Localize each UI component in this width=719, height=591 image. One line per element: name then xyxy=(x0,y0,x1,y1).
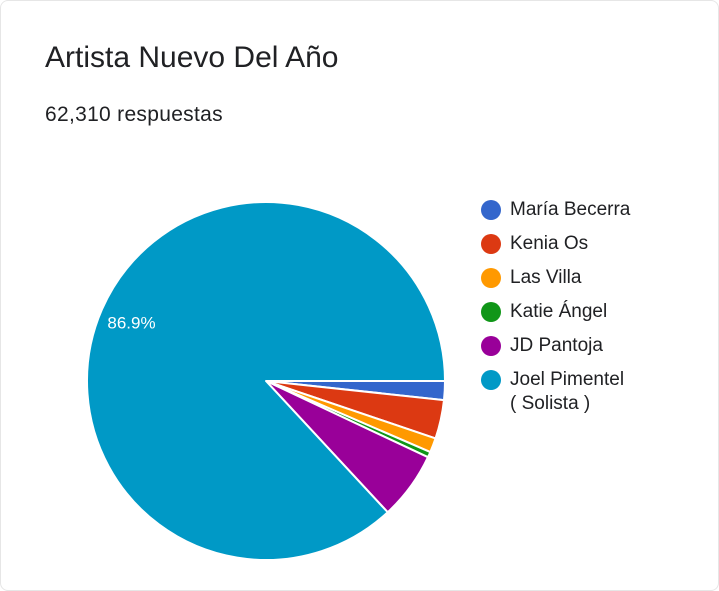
legend-label-2: Las Villa xyxy=(510,267,582,288)
legend-swatch-4 xyxy=(481,336,501,356)
legend-item-5: Joel Pimentel ( Solista ) xyxy=(481,368,711,416)
legend-swatch-2 xyxy=(481,268,501,288)
legend-item-1: Kenia Os xyxy=(481,232,711,256)
legend-swatch-1 xyxy=(481,234,501,254)
legend-swatch-5 xyxy=(481,370,501,390)
legend-item-2: Las Villa xyxy=(481,266,711,290)
legend-label-4: JD Pantoja xyxy=(510,335,603,356)
legend-swatch-0 xyxy=(481,200,501,220)
legend-label-5: Joel Pimentel ( Solista ) xyxy=(510,369,625,414)
chart-legend: María Becerra Kenia Os Las Villa Katie Ánge… xyxy=(481,198,711,426)
chart-title: Artista Nuevo Del Año xyxy=(45,41,339,74)
legend-swatch-3 xyxy=(481,302,501,322)
legend-label-1: Kenia Os xyxy=(510,233,589,254)
legend-item-0: María Becerra xyxy=(481,198,711,222)
legend-item-3: Katie Ángel xyxy=(481,300,711,324)
slice-data-label-0: 86.9% xyxy=(107,313,155,332)
pie-slice-5 xyxy=(86,201,446,561)
response-count: 62,310 respuestas xyxy=(45,103,223,126)
legend-label-0: María Becerra xyxy=(510,199,631,220)
legend-label-3: Katie Ángel xyxy=(510,301,608,322)
legend-item-4: JD Pantoja xyxy=(481,334,711,358)
